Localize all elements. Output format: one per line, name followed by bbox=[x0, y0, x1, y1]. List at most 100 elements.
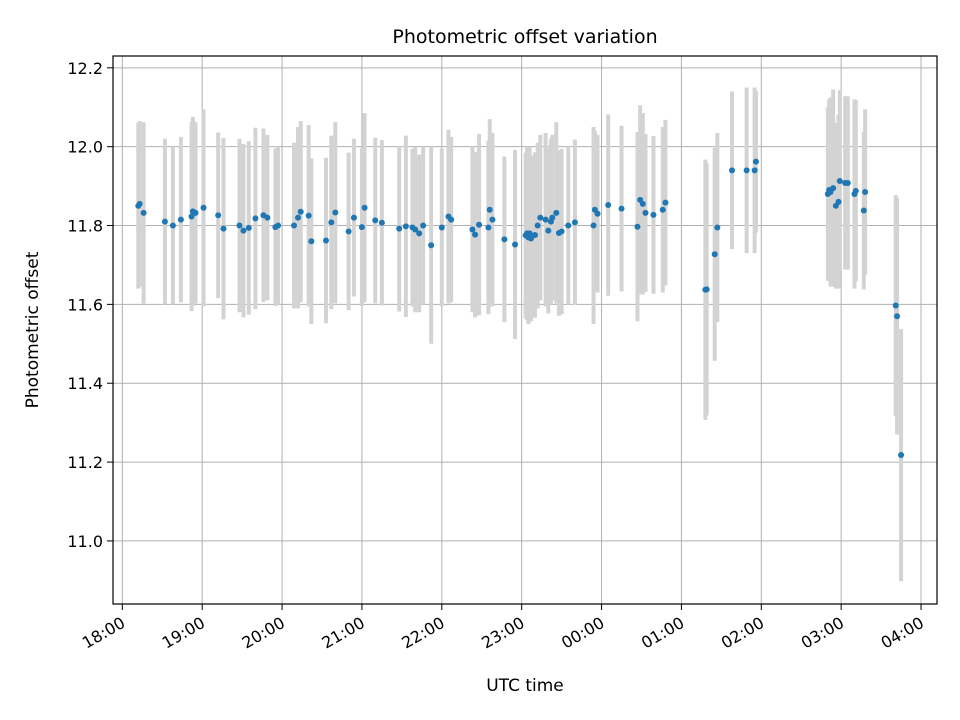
data-point bbox=[378, 219, 385, 226]
error-bars bbox=[136, 87, 904, 582]
data-point bbox=[350, 214, 357, 221]
data-point bbox=[305, 212, 312, 219]
data-point bbox=[177, 216, 184, 223]
data-point bbox=[534, 222, 541, 229]
data-point bbox=[545, 227, 552, 234]
data-point bbox=[558, 228, 565, 235]
data-point bbox=[402, 223, 409, 230]
data-point bbox=[512, 241, 519, 248]
data-point bbox=[751, 167, 758, 174]
plot-frame bbox=[112, 55, 938, 605]
data-point bbox=[862, 189, 869, 196]
data-point bbox=[852, 187, 859, 194]
x-tick-label: 18:00 bbox=[79, 613, 128, 653]
data-point bbox=[200, 204, 207, 211]
data-point bbox=[571, 219, 578, 226]
data-point bbox=[295, 214, 302, 221]
data-point bbox=[220, 225, 227, 232]
data-point bbox=[361, 204, 368, 211]
data-point bbox=[542, 216, 549, 223]
data-point bbox=[743, 167, 750, 174]
data-point bbox=[416, 230, 423, 237]
x-tick-label: 19:00 bbox=[159, 613, 208, 653]
data-point bbox=[844, 179, 851, 186]
x-tick-label: 04:00 bbox=[878, 613, 927, 653]
data-point bbox=[308, 238, 315, 245]
data-point bbox=[192, 209, 199, 216]
data-point bbox=[728, 167, 735, 174]
data-point bbox=[275, 222, 282, 229]
data-point bbox=[590, 222, 597, 229]
data-point bbox=[650, 211, 657, 218]
data-point bbox=[659, 206, 666, 213]
data-points bbox=[135, 158, 905, 458]
x-tick-label: 23:00 bbox=[478, 613, 527, 653]
data-point bbox=[476, 221, 483, 228]
data-point bbox=[489, 216, 496, 223]
data-point bbox=[297, 208, 304, 215]
data-point bbox=[565, 222, 572, 229]
x-tick-label: 21:00 bbox=[318, 613, 367, 653]
data-point bbox=[752, 158, 759, 165]
data-point bbox=[894, 313, 901, 320]
y-tick-label: 11.2 bbox=[67, 453, 103, 472]
y-tick-label: 11.0 bbox=[67, 532, 103, 551]
x-tick-label: 00:00 bbox=[558, 613, 607, 653]
y-tick-label: 12.2 bbox=[67, 59, 103, 78]
data-point bbox=[322, 237, 329, 244]
data-point bbox=[448, 216, 455, 223]
data-point bbox=[486, 206, 493, 213]
data-point bbox=[553, 209, 560, 216]
data-point bbox=[358, 224, 365, 231]
data-point bbox=[892, 302, 899, 309]
data-point bbox=[527, 235, 534, 242]
data-point bbox=[264, 214, 271, 221]
data-point bbox=[526, 230, 533, 237]
x-tick-label: 02:00 bbox=[718, 613, 767, 653]
x-tick-label: 22:00 bbox=[398, 613, 447, 653]
data-point bbox=[345, 228, 352, 235]
x-tick-label: 01:00 bbox=[638, 613, 687, 653]
data-point bbox=[501, 236, 508, 243]
data-point bbox=[605, 202, 612, 209]
grid-lines bbox=[113, 56, 937, 604]
data-point bbox=[188, 213, 195, 220]
data-point bbox=[472, 231, 479, 238]
data-point bbox=[291, 222, 298, 229]
x-tick-label: 03:00 bbox=[798, 613, 847, 653]
x-axis-ticks: 18:00 19:00 20:00 21:00 22:00 23:00 00:00 01:00… bbox=[79, 604, 927, 653]
data-point bbox=[328, 219, 335, 226]
data-point bbox=[332, 209, 339, 216]
x-axis-label: UTC time bbox=[486, 676, 564, 696]
data-point bbox=[161, 218, 168, 225]
data-point bbox=[240, 227, 247, 234]
data-point bbox=[642, 209, 649, 216]
data-point bbox=[860, 207, 867, 214]
data-point bbox=[830, 185, 837, 192]
data-point bbox=[662, 199, 669, 206]
y-tick-label: 11.8 bbox=[67, 217, 103, 236]
y-tick-label: 12.0 bbox=[67, 138, 103, 157]
data-point bbox=[835, 198, 842, 205]
data-point bbox=[714, 224, 721, 231]
data-point bbox=[420, 222, 427, 229]
data-point bbox=[215, 212, 222, 219]
data-point bbox=[252, 215, 259, 222]
data-point bbox=[396, 225, 403, 232]
data-point bbox=[549, 214, 556, 221]
data-point bbox=[372, 217, 379, 224]
data-point bbox=[136, 200, 143, 207]
data-point bbox=[711, 251, 718, 258]
data-point bbox=[836, 177, 843, 184]
data-point bbox=[236, 222, 243, 229]
data-point bbox=[169, 222, 176, 229]
data-point bbox=[438, 224, 445, 231]
data-point bbox=[634, 223, 641, 230]
data-point bbox=[898, 451, 905, 458]
x-tick-label: 20:00 bbox=[239, 613, 288, 653]
y-axis-label: Photometric offset bbox=[23, 251, 43, 408]
y-tick-label: 11.6 bbox=[67, 295, 103, 314]
data-point bbox=[703, 286, 710, 293]
data-point bbox=[537, 214, 544, 221]
